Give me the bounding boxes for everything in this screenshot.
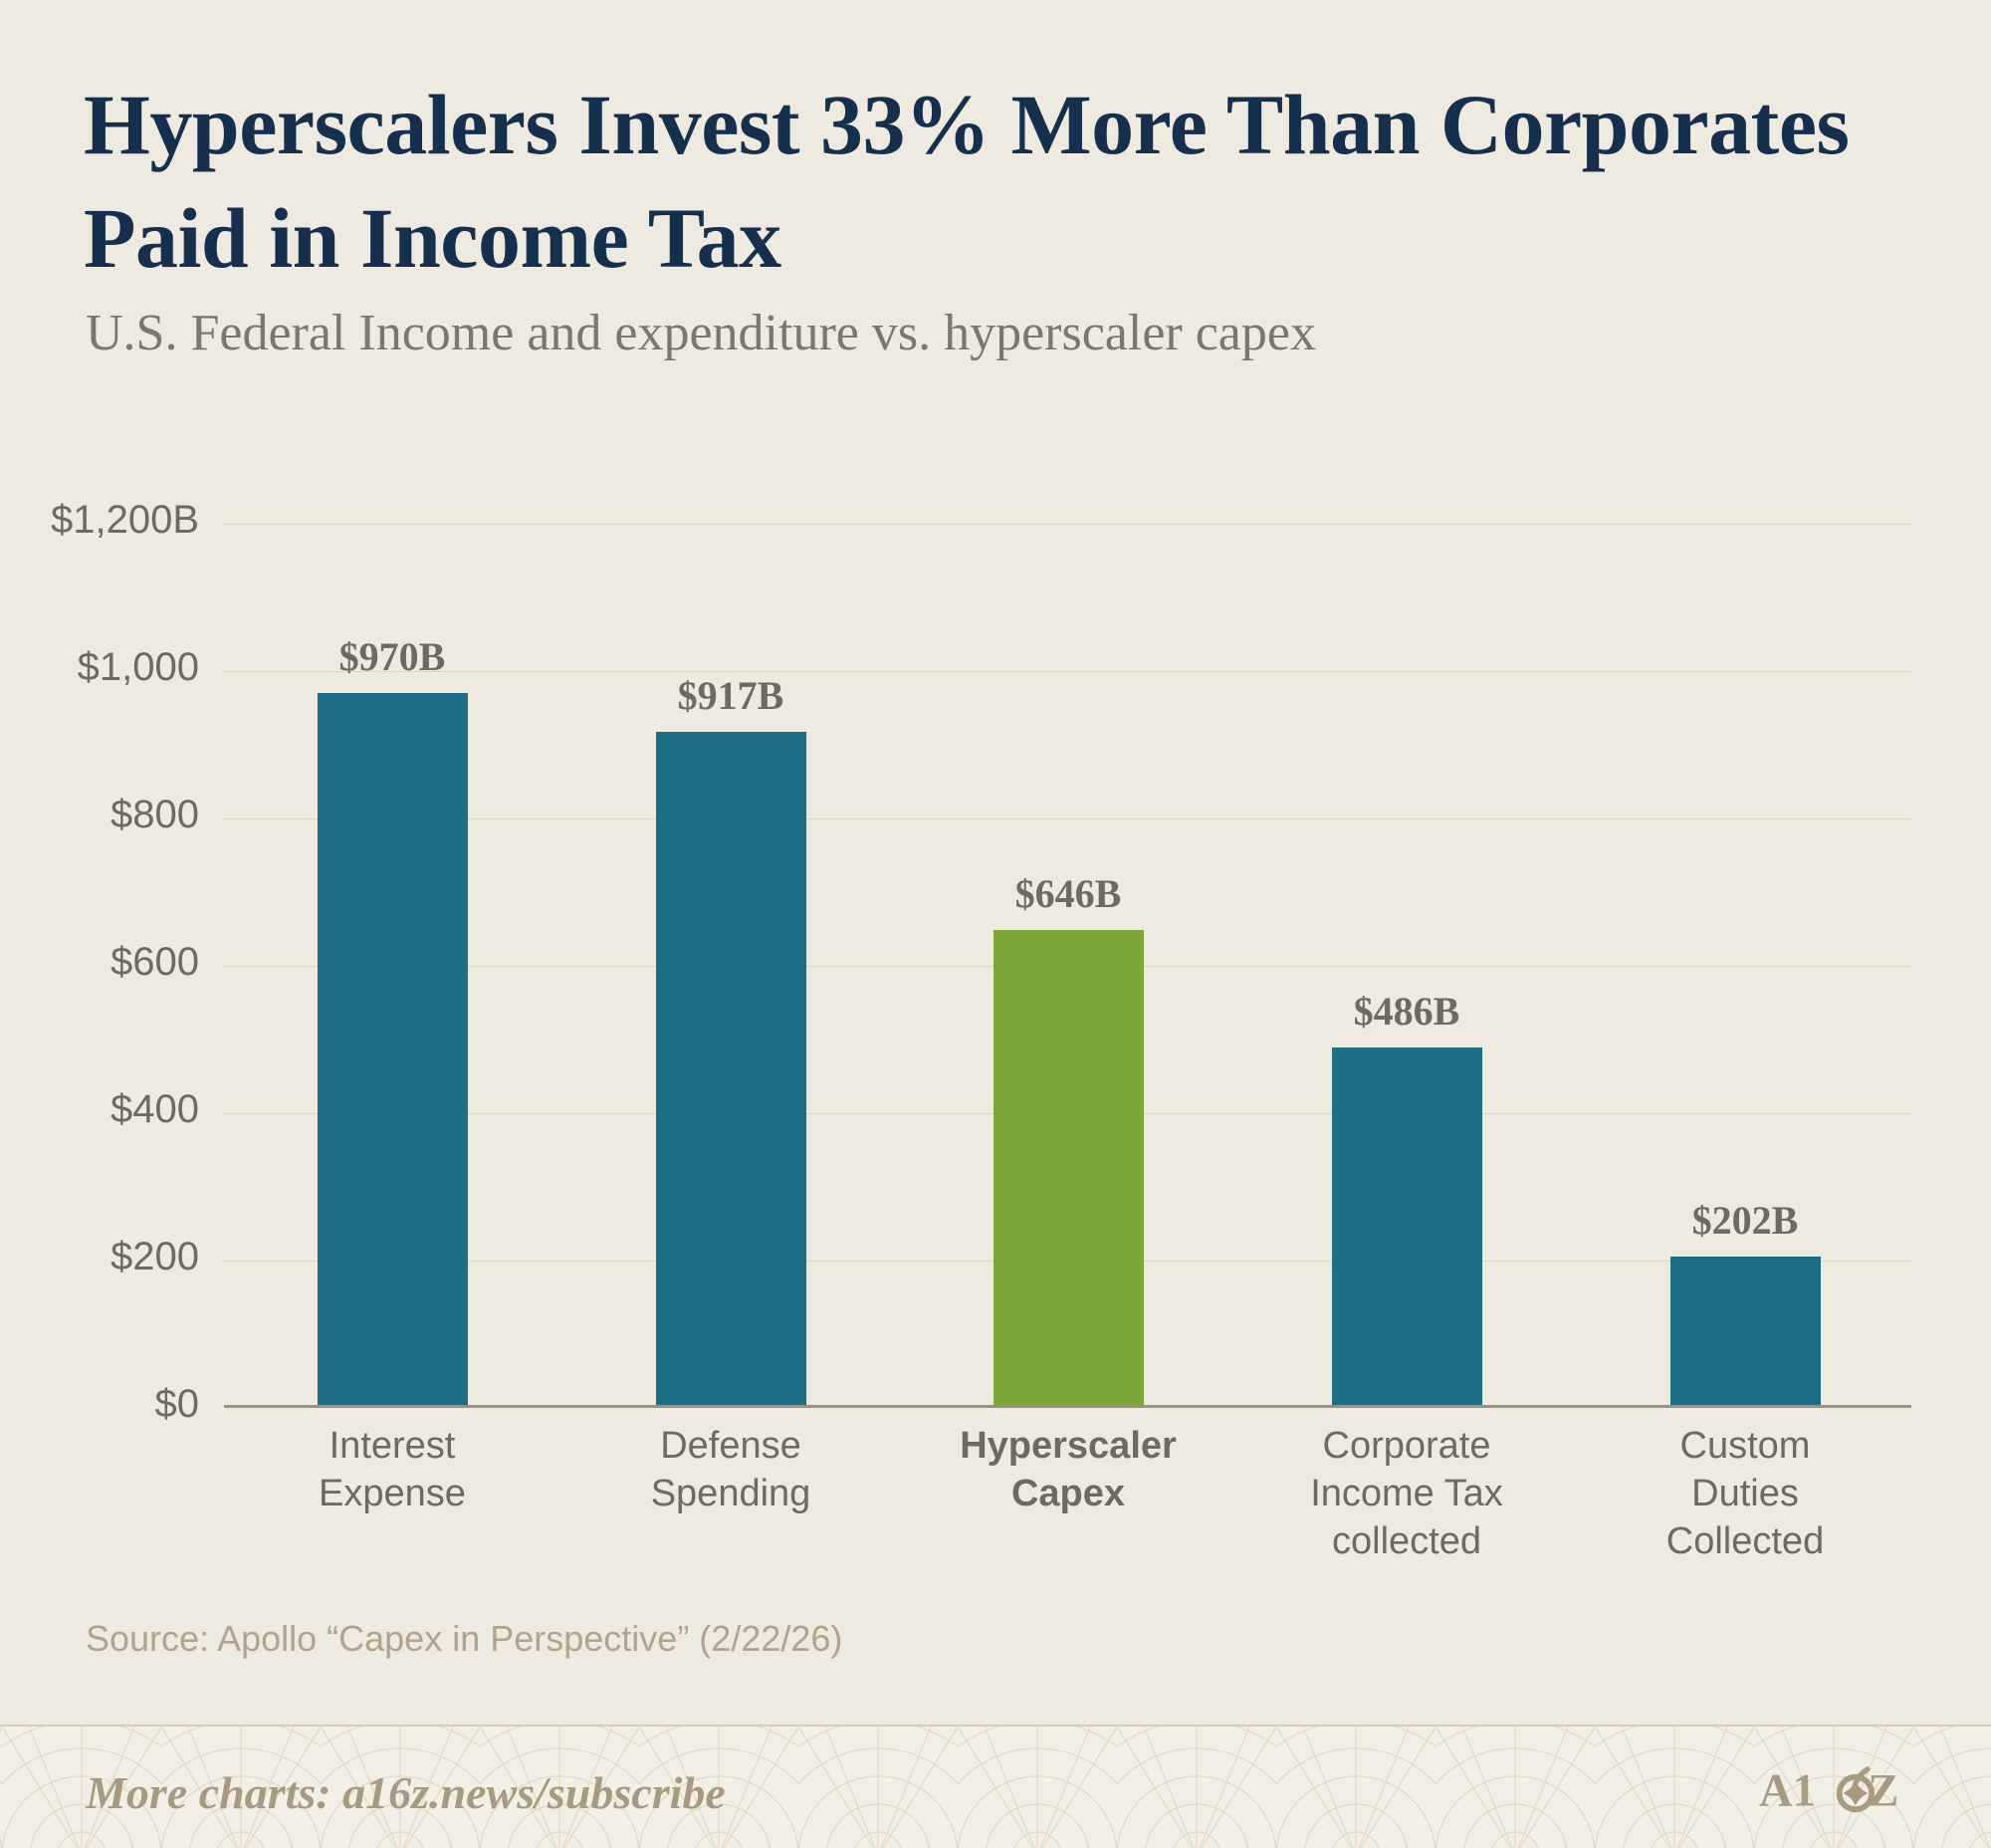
- svg-text:A1: A1: [1759, 1765, 1816, 1816]
- svg-text:Z: Z: [1868, 1765, 1898, 1816]
